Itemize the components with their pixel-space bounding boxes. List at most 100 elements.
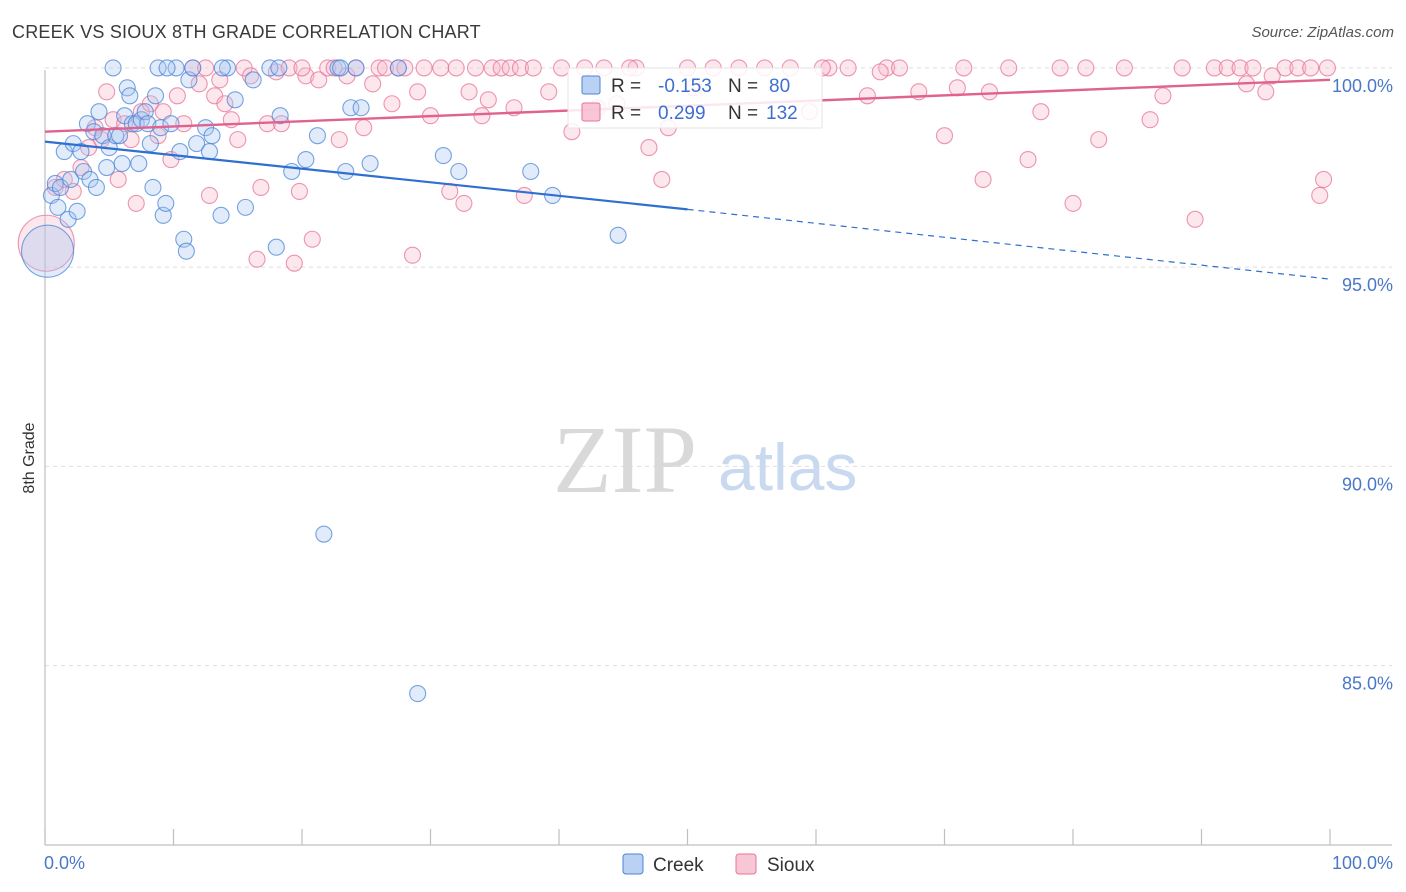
bottom-legend-sioux-swatch xyxy=(735,853,757,875)
creek-point-58 xyxy=(271,107,289,125)
creek-point-66 xyxy=(347,59,365,77)
sioux-point-95 xyxy=(955,59,973,77)
creek-point-44 xyxy=(177,242,195,260)
sioux-point-128 xyxy=(871,63,889,81)
creek-point-29 xyxy=(130,154,148,173)
sioux-point-108 xyxy=(1186,210,1204,228)
sioux-point-69 xyxy=(511,59,530,77)
sioux-point-63 xyxy=(460,83,478,101)
sioux-point-97 xyxy=(980,83,999,101)
x-ticks xyxy=(44,829,1331,845)
creek-point-47 xyxy=(188,135,206,153)
watermark-zip: ZIP xyxy=(553,406,697,513)
sioux-point-24 xyxy=(200,186,219,204)
creek-point-70 xyxy=(409,685,427,703)
creek-point-61 xyxy=(308,127,326,145)
sioux-point-107 xyxy=(1173,59,1191,77)
sioux-point-8 xyxy=(98,83,116,101)
sioux-point-120 xyxy=(1318,59,1336,77)
y-tick-labels: 85.0% 90.0% 95.0% 100.0% xyxy=(1332,76,1393,694)
creek-n-label: N = xyxy=(728,76,758,97)
bottom-legend-sioux-label: Sioux xyxy=(767,855,815,876)
sioux-point-57 xyxy=(415,59,433,77)
sioux-point-61 xyxy=(447,59,465,77)
stats-legend-box xyxy=(567,67,823,129)
sioux-point-109 xyxy=(1205,59,1223,77)
creek-point-23 xyxy=(113,154,131,173)
creek-point-78 xyxy=(158,59,176,77)
creek-point-40 xyxy=(162,115,180,133)
sioux-point-40 xyxy=(297,67,315,85)
creek-point-39 xyxy=(157,194,175,212)
chart-title: CREEK VS SIOUX 8TH GRADE CORRELATION CHA… xyxy=(12,22,481,42)
gridlines xyxy=(45,67,1392,667)
creek-point-75 xyxy=(609,226,627,244)
sioux-point-91 xyxy=(890,59,909,77)
creek-point-56 xyxy=(261,59,279,77)
sioux-point-44 xyxy=(325,59,343,77)
creek-point-64 xyxy=(337,162,355,181)
creek-point-20 xyxy=(104,59,122,77)
creek-point-16 xyxy=(90,103,108,121)
sioux-point-106 xyxy=(1154,87,1172,105)
sioux-legend-swatch xyxy=(581,102,601,122)
creek-point-36 xyxy=(149,59,167,77)
sioux-point-79 xyxy=(653,170,671,189)
sioux-n-label: N = xyxy=(728,103,758,124)
creek-point-77 xyxy=(270,59,288,77)
sioux-point-110 xyxy=(1218,59,1236,77)
sioux-point-67 xyxy=(492,59,510,77)
creek-point-34 xyxy=(144,178,162,197)
sioux-point-130 xyxy=(1263,67,1281,85)
creek-point-14 xyxy=(85,123,103,141)
creek-point-33 xyxy=(141,135,159,153)
y-axis-title: 8th Grade xyxy=(21,422,38,493)
sioux-point-113 xyxy=(1244,59,1262,77)
creek-point-71 xyxy=(434,147,452,165)
sioux-point-49 xyxy=(364,75,382,93)
creek-point-60 xyxy=(297,151,315,169)
sioux-point-10 xyxy=(109,170,127,189)
creek-point-72 xyxy=(450,162,468,181)
sioux-point-105 xyxy=(1141,111,1159,129)
sioux-point-114 xyxy=(1257,83,1275,101)
creek-point-46 xyxy=(184,59,202,77)
sioux-point-27 xyxy=(216,95,234,113)
sioux-point-66 xyxy=(483,59,501,77)
sioux-point-89 xyxy=(858,87,876,105)
creek-point-65 xyxy=(342,99,360,117)
sioux-point-78 xyxy=(640,139,658,157)
x-tick-label-min: 0.0% xyxy=(44,853,85,873)
sioux-point-50 xyxy=(370,59,388,77)
sioux-point-96 xyxy=(974,170,992,189)
sioux-point-51 xyxy=(376,59,395,77)
sioux-point-55 xyxy=(403,246,422,264)
sioux-point-93 xyxy=(935,127,954,145)
creek-r-label: R = xyxy=(611,76,641,97)
sioux-point-23 xyxy=(197,59,215,77)
creek-point-9 xyxy=(68,202,86,220)
creek-point-68 xyxy=(361,154,379,173)
sioux-point-103 xyxy=(1090,131,1108,149)
creek-trend-extension xyxy=(687,208,1331,280)
creek-point-76 xyxy=(331,59,350,77)
watermark: ZIP atlas xyxy=(553,406,857,513)
stats-legend: R = -0.153 N = 80 R = 0.299 N = 132 xyxy=(567,67,823,129)
sioux-point-101 xyxy=(1051,59,1069,77)
creek-trend-line xyxy=(44,140,688,211)
y-tick-label-85: 85.0% xyxy=(1342,674,1393,694)
sioux-point-100 xyxy=(1032,103,1050,121)
bottom-legend-creek-label: Creek xyxy=(653,855,704,876)
sioux-point-38 xyxy=(285,254,303,272)
creek-point-73 xyxy=(522,162,540,181)
sioux-point-37 xyxy=(280,59,298,77)
creek-point-59 xyxy=(283,162,301,181)
sioux-point-52 xyxy=(383,95,401,113)
sioux-r-value: 0.299 xyxy=(658,103,706,124)
creek-point-26 xyxy=(121,87,139,105)
sioux-point-102 xyxy=(1064,194,1082,212)
sioux-point-54 xyxy=(396,59,414,77)
bottom-legend-creek-swatch xyxy=(622,853,644,875)
sioux-point-48 xyxy=(355,119,373,137)
sioux-point-115 xyxy=(1276,59,1294,77)
